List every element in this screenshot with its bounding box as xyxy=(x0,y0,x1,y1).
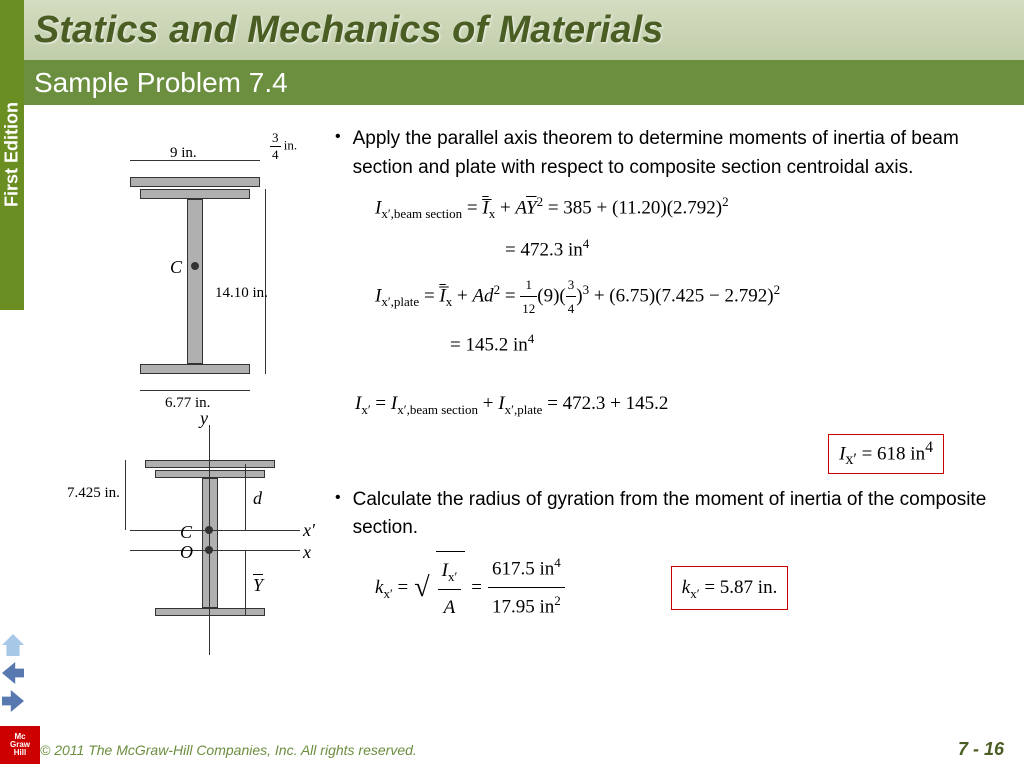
dim-plate-width: 9 in. xyxy=(170,145,197,162)
footer: © 2011 The McGraw-Hill Companies, Inc. A… xyxy=(40,739,1004,760)
dim-7425: 7.425 in. xyxy=(67,485,120,502)
eq-beam-result: = 472.3 in4 xyxy=(505,232,1004,268)
dim-plate-thick: 34 in. xyxy=(270,130,297,163)
x-axis-label: x xyxy=(303,542,311,563)
y-axis-label: y xyxy=(200,408,208,429)
diagrams: 9 in. 34 in. C 14.10 in. 6.77 in. xyxy=(35,125,315,670)
eq-total: Ix′ = Ix′,beam section + Ix′,plate = 472… xyxy=(355,387,1004,421)
page-number: 7 - 16 xyxy=(958,739,1004,760)
nav-icons xyxy=(2,634,26,718)
diagram-ibeam-plate: 9 in. 34 in. C 14.10 in. 6.77 in. xyxy=(85,125,305,405)
o-point: O xyxy=(180,542,193,563)
bullet2-text: Calculate the radius of gyration from th… xyxy=(353,486,1004,543)
bullet-2: • Calculate the radius of gyration from … xyxy=(335,486,1004,543)
answer1-box: Ix′ = 618 in4 xyxy=(335,434,944,474)
page-title: Statics and Mechanics of Materials xyxy=(34,9,663,52)
subtitle-bar: Sample Problem 7.4 xyxy=(24,60,1024,105)
content-area: 9 in. 34 in. C 14.10 in. 6.77 in. xyxy=(35,115,1004,728)
xprime-axis-label: x′ xyxy=(303,520,315,541)
copyright: © 2011 The McGraw-Hill Companies, Inc. A… xyxy=(40,742,417,758)
subtitle: Sample Problem 7.4 xyxy=(34,67,288,99)
title-bar: Statics and Mechanics of Materials xyxy=(24,0,1024,60)
centroid-c: C xyxy=(170,257,182,278)
dim-beam-height: 14.10 in. xyxy=(215,285,268,302)
prev-icon[interactable] xyxy=(2,662,24,684)
eq-plate: Ix′,plate = I̅x + Ad2 = 112(9)(34)3 + (6… xyxy=(375,273,1004,321)
diagram-centroid: y x′ x C O d 7.425 in. Y xyxy=(85,430,305,670)
edition-tab: First Edition xyxy=(0,0,24,310)
text-content: • Apply the parallel axis theorem to det… xyxy=(335,125,1004,625)
ybar-label: Y xyxy=(253,575,263,596)
bullet-1: • Apply the parallel axis theorem to det… xyxy=(335,125,1004,182)
mcgrawhill-logo: McGrawHill xyxy=(0,726,40,764)
next-icon[interactable] xyxy=(2,690,24,712)
eq-plate-result: = 145.2 in4 xyxy=(450,327,1004,363)
d-label: d xyxy=(253,488,262,509)
home-icon[interactable] xyxy=(2,634,24,656)
bullet1-text: Apply the parallel axis theorem to deter… xyxy=(353,125,1004,182)
c-point: C xyxy=(180,522,192,543)
eq-beam-section: Ix′,beam section = I̅x + AY2 = 385 + (11… xyxy=(375,190,1004,226)
eq-gyration: kx′ = √Ix′A = 617.5 in417.95 in2 kx′ = 5… xyxy=(375,551,1004,625)
